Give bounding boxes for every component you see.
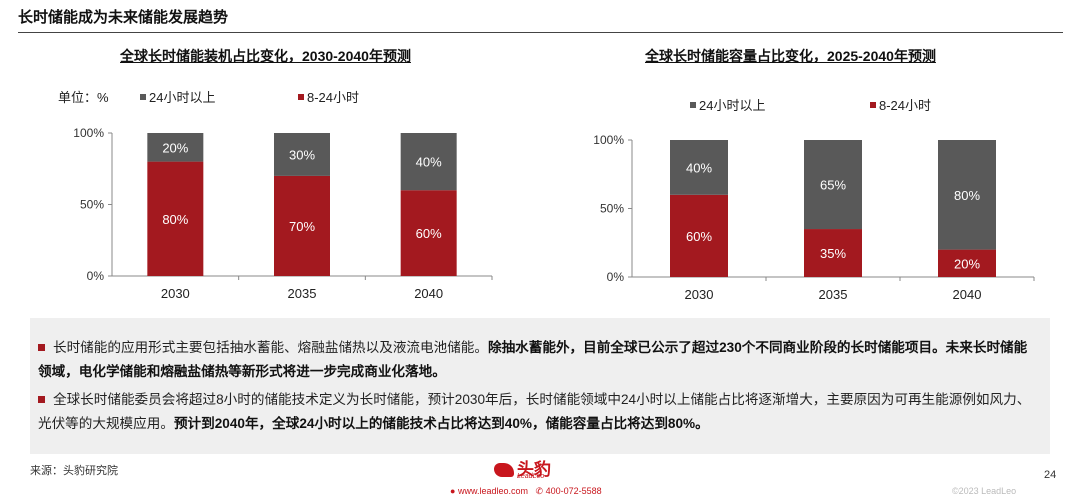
x-tick-label: 2040 [953,287,982,302]
page-number: 24 [1044,469,1057,481]
installed-share-chart: 0% 50% 100% 80% 20% 2030 70% 30% 2035 60% 40% 2040 2… [58,90,493,301]
legend-swatch [690,102,696,108]
bar-short-2040 [400,190,457,276]
y-tick-label: 0% [87,269,105,283]
bar-long-2030 [670,140,728,195]
capacity-share-chart: 0% 50% 100% 60% 40% 2030 35% 65% 2035 20% 80% 2040 2… [593,98,1035,302]
note-2: 全球长时储能委员会将超过8小时的储能技术定义为长时储能，预计2030年后，长时储… [38,388,1038,436]
bar-short-2040 [938,249,996,277]
legend-swatch [140,94,146,100]
legend-label: 8-24小时 [879,98,931,113]
title-divider [18,32,1063,33]
bar-short-2030 [670,194,728,277]
note-2-text: 全球长时储能委员会将超过8小时的储能技术定义为长时储能，预计2030年后，长时储… [38,392,1031,431]
logo-text: 头豹 [517,460,551,479]
data-label: 80% [954,188,980,203]
note-1-bold: 除抽水蓄能外，目前全球已公示了超过230个不同商业阶段的长时储能项目。未来长时储… [38,340,1028,379]
y-tick-label: 0% [607,270,625,284]
y-tick-label: 50% [80,198,104,212]
note-1-text: 长时储能的应用形式主要包括抽水蓄能、熔融盐储热以及液流电池储能。 [53,340,488,355]
data-label: 40% [416,155,442,170]
x-tick-label: 2035 [288,286,317,301]
phone-number: 400-072-5588 [545,486,602,496]
bar-long-2040 [938,140,996,250]
bar-short-2035 [804,229,862,277]
data-label: 40% [686,160,712,175]
leadleo-logo: 头豹 [494,455,551,480]
footer-contact: ● www.leadleo.com ✆ 400-072-5588 [450,486,602,497]
globe-icon: ● [450,486,456,496]
note-1: 长时储能的应用形式主要包括抽水蓄能、熔融盐储热以及液流电池储能。除抽水蓄能外，目… [38,336,1038,384]
bar-long-2035 [274,133,330,176]
bar-long-2035 [804,140,862,230]
bullet-square-icon [38,396,45,403]
y-tick-label: 100% [593,133,624,147]
legend-label: 8-24小时 [307,90,359,105]
bar-short-2035 [274,175,330,276]
legend-label: 24小时以上 [699,98,765,113]
x-tick-label: 2030 [685,287,714,302]
source-note: 来源：头豹研究院 [30,465,118,477]
legend-label: 24小时以上 [149,90,215,105]
copyright: ©2023 LeadLeo [952,486,1017,496]
data-label: 20% [162,140,188,155]
unit-label: 单位：% [58,90,109,105]
x-tick-label: 2030 [161,286,190,301]
bar-short-2030 [147,161,204,276]
data-label: 35% [820,246,846,261]
page-title: 长时储能成为未来储能发展趋势 [18,9,229,26]
data-label: 20% [954,256,980,271]
chart-2-title: 全球长时储能容量占比变化，2025-2040年预测 [645,48,936,64]
data-label: 60% [686,229,712,244]
data-label: 60% [416,226,442,241]
phone-icon: ✆ [535,486,544,496]
y-tick-label: 50% [600,202,624,216]
x-tick-label: 2035 [819,287,848,302]
legend-swatch [870,102,876,108]
logo-subtext: LeadLeo [517,473,545,480]
bar-long-2030 [147,133,204,162]
bar-long-2040 [400,133,457,191]
notes-panel: 长时储能的应用形式主要包括抽水蓄能、熔融盐储热以及液流电池储能。除抽水蓄能外，目… [30,318,1050,454]
chart-1-title: 全球长时储能装机占比变化，2030-2040年预测 [120,48,411,64]
data-label: 65% [820,178,846,193]
bullet-square-icon [38,344,45,351]
data-label: 30% [289,147,315,162]
data-label: 70% [289,219,315,234]
leopard-icon [494,463,514,477]
note-2-bold: 预计到2040年，全球24小时以上的储能技术占比将达到40%，储能容量占比将达到… [173,416,709,431]
legend-swatch [298,94,304,100]
data-label: 80% [162,212,188,227]
website-link[interactable]: www.leadleo.com [457,486,528,496]
x-tick-label: 2040 [414,286,443,301]
y-tick-label: 100% [73,126,104,140]
